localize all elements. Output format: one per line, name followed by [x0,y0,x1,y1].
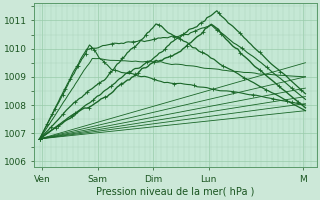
X-axis label: Pression niveau de la mer( hPa ): Pression niveau de la mer( hPa ) [96,187,254,197]
